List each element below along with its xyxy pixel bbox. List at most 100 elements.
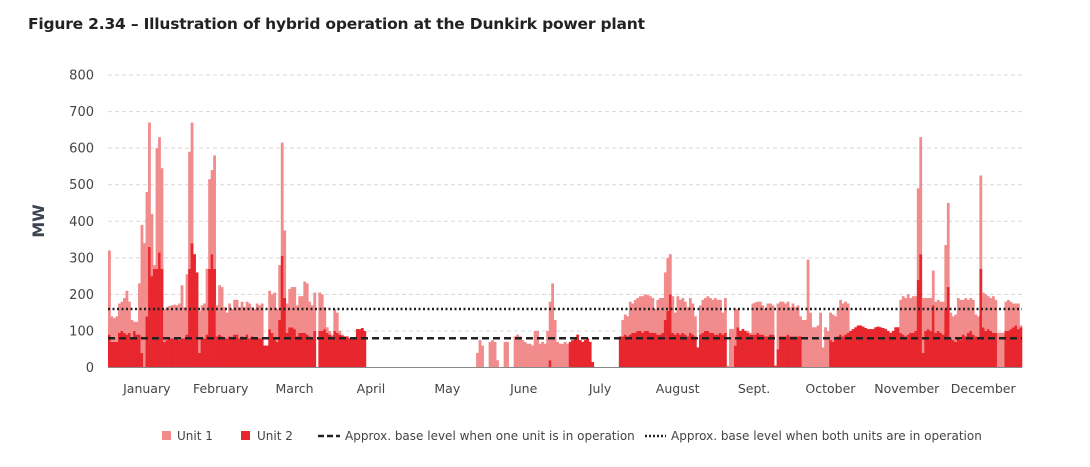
- bar-unit2: [671, 332, 675, 368]
- bar-unit2: [340, 335, 344, 368]
- bar-unit1: [548, 301, 552, 361]
- bar-unit2: [721, 334, 725, 368]
- bar-unit2: [233, 334, 237, 368]
- bar-unit2: [278, 319, 282, 368]
- bar-unit1: [150, 213, 154, 277]
- bar-unit2: [1014, 325, 1018, 368]
- bar-unit2: [230, 338, 234, 368]
- bar-unit1: [513, 336, 517, 368]
- x-tick-label: April: [357, 381, 386, 396]
- bar-unit1: [824, 327, 827, 368]
- legend-swatch-unit2: [241, 431, 250, 440]
- bar-unit1: [919, 137, 923, 255]
- bar-unit1: [776, 303, 780, 350]
- bar-unit2: [641, 332, 645, 368]
- bar-unit2: [771, 334, 775, 368]
- bar-unit1: [153, 265, 156, 269]
- bar-unit1: [789, 307, 792, 337]
- x-tick-label: August: [656, 381, 700, 396]
- bar-unit1: [989, 298, 993, 331]
- bar-unit1: [766, 303, 770, 337]
- bar-unit1: [561, 343, 565, 368]
- bar-unit2: [859, 325, 863, 368]
- bar-unit1: [210, 170, 214, 255]
- bar-unit1: [113, 318, 116, 342]
- bar-unit2: [633, 332, 637, 368]
- bar-unit1: [656, 299, 660, 335]
- bar-unit1: [230, 309, 234, 339]
- bar-unit2: [936, 330, 940, 368]
- bar-unit1: [255, 303, 259, 339]
- bar-unit1: [819, 312, 822, 368]
- bar-unit2: [638, 330, 642, 368]
- bar-unit2: [846, 332, 850, 368]
- bar-unit2: [313, 330, 317, 368]
- bar-unit2: [283, 298, 287, 368]
- bar-unit1: [901, 296, 905, 335]
- bar-unit2: [115, 341, 119, 368]
- bar-unit1: [839, 299, 843, 335]
- bar-unit1: [1009, 301, 1013, 330]
- bar-unit1: [328, 330, 332, 335]
- bar-unit2: [350, 338, 354, 368]
- bar-unit2: [886, 330, 890, 368]
- bar-unit1: [759, 301, 762, 335]
- bar-unit2: [308, 336, 312, 368]
- bar-unit1: [693, 316, 697, 337]
- bar-unit2: [300, 332, 304, 368]
- bar-unit2: [628, 334, 632, 368]
- bar-unit1: [681, 298, 685, 333]
- bar-unit1: [999, 332, 1003, 368]
- bar-unit1: [503, 341, 507, 368]
- bar-unit1: [320, 294, 324, 331]
- bar-unit1: [926, 298, 930, 330]
- bar-unit2: [335, 332, 339, 368]
- bar-unit2: [924, 330, 928, 368]
- bar-unit2: [588, 341, 592, 368]
- bar-unit2: [761, 334, 765, 368]
- bar-unit1: [708, 298, 712, 333]
- y-tick-label: 800: [69, 69, 94, 84]
- bar-unit1: [303, 281, 307, 333]
- bar-unit1: [626, 316, 630, 337]
- bar-unit1: [258, 305, 262, 339]
- bar-unit2: [280, 255, 284, 368]
- bar-unit2: [576, 334, 580, 368]
- bar-unit1: [936, 299, 940, 331]
- bar-unit2: [876, 326, 880, 368]
- bar-unit1: [163, 309, 166, 342]
- bar-unit2: [263, 345, 267, 368]
- bar-unit1: [844, 301, 848, 335]
- bar-unit1: [826, 330, 830, 368]
- bar-unit1: [756, 301, 760, 333]
- bar-unit2: [123, 332, 126, 368]
- bar-unit1: [213, 155, 216, 269]
- bar-unit2: [255, 338, 259, 368]
- bar-unit1: [678, 299, 682, 335]
- bar-unit1: [491, 340, 494, 368]
- bar-unit2: [713, 334, 717, 368]
- bar-unit2: [688, 332, 692, 368]
- bar-unit2: [330, 336, 334, 368]
- bar-unit2: [736, 327, 740, 368]
- bar-unit2: [265, 345, 269, 368]
- bar-unit1: [671, 296, 675, 333]
- bar-unit1: [686, 307, 690, 337]
- bar-unit2: [874, 327, 878, 368]
- bar-unit2: [668, 294, 672, 368]
- bar-unit2: [841, 336, 845, 368]
- bar-unit2: [703, 330, 707, 368]
- bar-unit2: [869, 329, 873, 368]
- bar-unit2: [919, 254, 923, 368]
- x-tick-label: December: [951, 381, 1017, 396]
- bar-unit2: [839, 334, 843, 368]
- bar-unit1: [248, 303, 252, 339]
- bar-unit2: [348, 338, 352, 368]
- bar-unit1: [633, 299, 637, 333]
- bar-unit2: [631, 332, 635, 368]
- bar-unit1: [313, 292, 317, 331]
- y-tick-label: 100: [69, 324, 94, 339]
- gridlines: [108, 74, 1022, 332]
- y-tick-label: 700: [69, 105, 94, 120]
- bar-unit1: [806, 259, 810, 368]
